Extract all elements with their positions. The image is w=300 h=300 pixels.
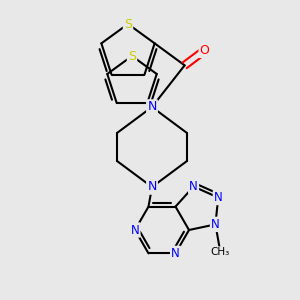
Text: N: N <box>147 181 157 194</box>
Text: S: S <box>128 50 136 62</box>
Text: N: N <box>214 191 223 204</box>
Text: N: N <box>211 218 220 231</box>
Text: N: N <box>171 247 180 260</box>
Text: O: O <box>200 44 210 57</box>
Text: N: N <box>189 180 198 193</box>
Text: N: N <box>147 100 157 113</box>
Text: CH₃: CH₃ <box>211 248 230 257</box>
Text: S: S <box>124 17 132 31</box>
Text: N: N <box>130 224 140 236</box>
